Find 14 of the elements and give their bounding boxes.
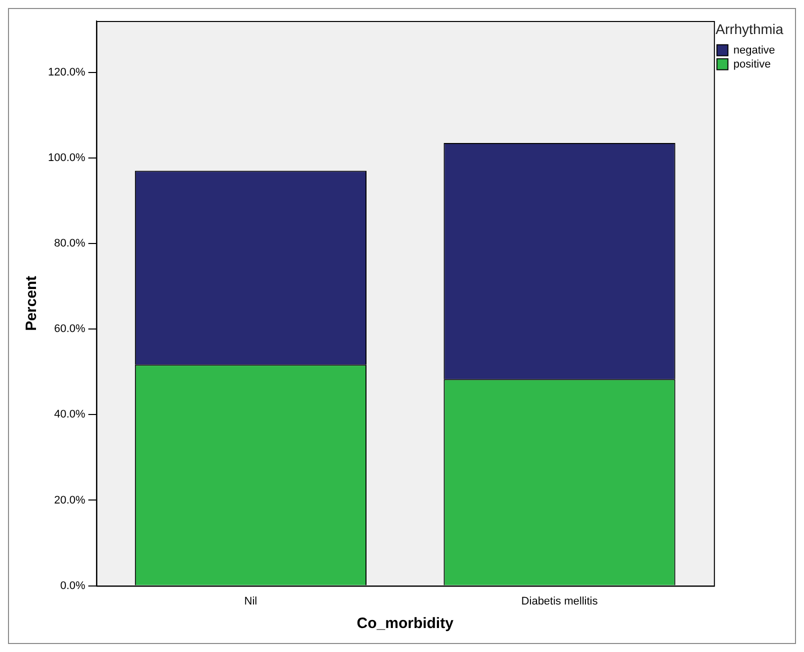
y-tick-label: 20.0% <box>54 494 86 506</box>
y-tick-label: 80.0% <box>54 238 86 250</box>
y-tick-label: 100.0% <box>48 152 86 164</box>
legend-title: Arrhythmia <box>716 20 784 37</box>
x-axis-title: Co_morbidity <box>356 615 454 632</box>
y-tick-label: 60.0% <box>54 323 86 336</box>
y-tick-label: 120.0% <box>48 66 86 78</box>
legend-label: positive <box>733 58 771 70</box>
y-tick-label: 40.0% <box>54 408 86 421</box>
legend-label: negative <box>733 44 776 56</box>
y-tick-label: 0.0% <box>60 580 86 592</box>
x-tick-label: Nil <box>244 595 258 608</box>
y-axis-title: Percent <box>23 276 40 331</box>
x-tick-label: Diabetis mellitis <box>521 595 598 608</box>
